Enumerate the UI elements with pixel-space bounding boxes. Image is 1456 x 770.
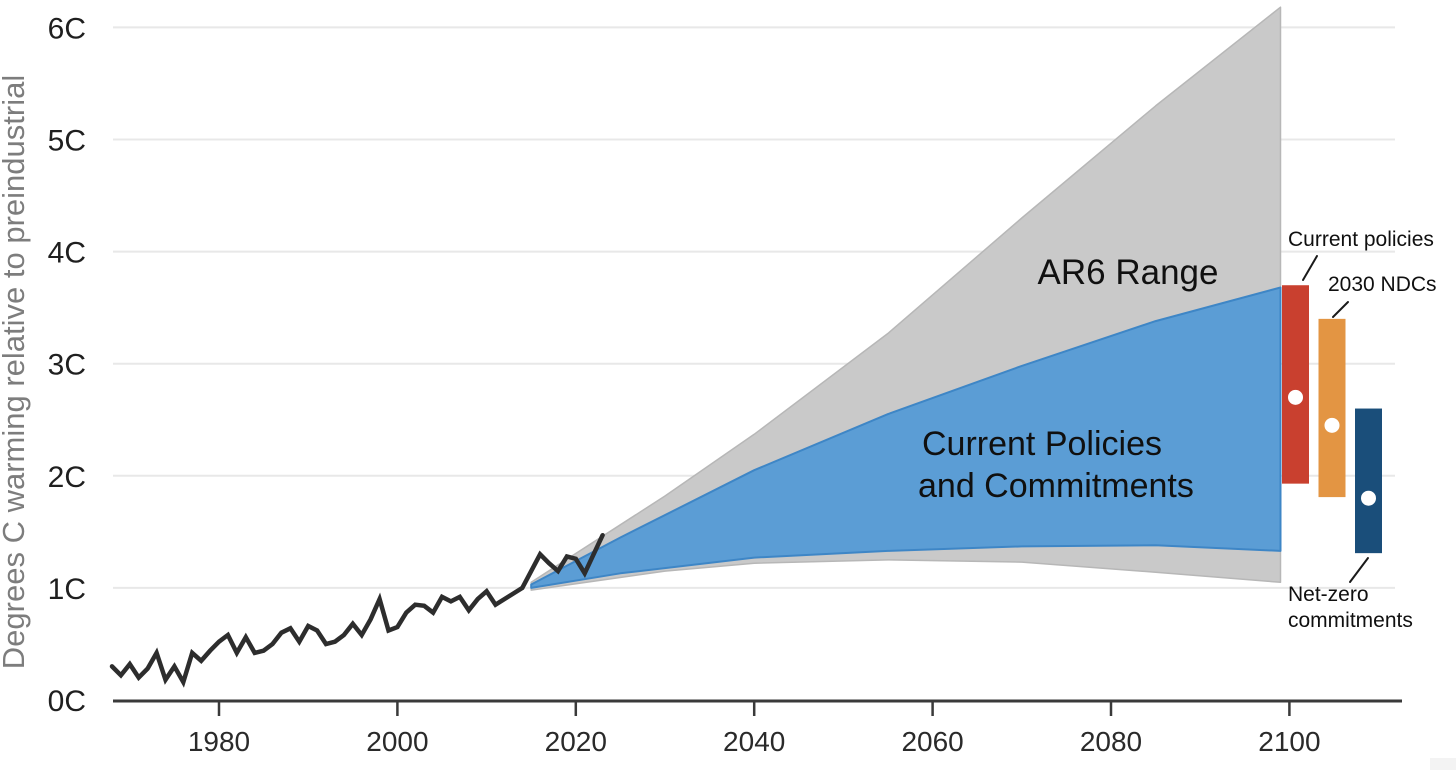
y-tick-label-3C: 3C: [48, 349, 86, 382]
net-zero-bar-label-line1: Net-zero: [1288, 583, 1369, 606]
x-tick-label-1980: 1980: [188, 726, 250, 757]
x-tick-label-2000: 2000: [366, 726, 428, 757]
bar-net-zero-commitments: [1355, 408, 1382, 554]
x-tick-label-2060: 2060: [901, 726, 963, 757]
y-tick-label-1C: 1C: [48, 573, 86, 606]
y-tick-label-0C: 0C: [48, 685, 86, 718]
policies-band-label-line1: Current Policies: [922, 425, 1162, 463]
net-zero-bar-label-line2: commitments: [1288, 609, 1413, 632]
y-tick-label-2C: 2C: [48, 461, 86, 494]
x-tick-label-2100: 2100: [1258, 726, 1320, 757]
band-current-policies: [530, 286, 1282, 589]
bar-2030-ndcs: [1318, 318, 1346, 498]
x-tick-label-2040: 2040: [723, 726, 785, 757]
watermark-remnant: [1430, 758, 1456, 770]
policies-band-label-line2: and Commitments: [918, 467, 1194, 505]
x-tick-label-2020: 2020: [545, 726, 607, 757]
ndcs-2030-bar-label: 2030 NDCs: [1328, 273, 1437, 296]
net-zero-pointer-line: [1349, 557, 1369, 583]
y-tick-label-4C: 4C: [48, 237, 86, 270]
current-policies-pointer-line: [1302, 255, 1318, 281]
bar-central-dot-current-policies: [1288, 389, 1303, 405]
y-tick-label-6C: 6C: [48, 12, 86, 45]
bars-layer: [1282, 285, 1382, 554]
bar-central-dot-net-zero-commitments: [1361, 490, 1376, 506]
gridlines-layer: [113, 26, 1395, 589]
ndcs-2030-pointer-line: [1332, 301, 1349, 318]
bands-layer: [530, 6, 1282, 591]
y-tick-label-5C: 5C: [48, 125, 86, 158]
bar-current-policies: [1282, 285, 1309, 484]
y-axis-title: Degrees C warming relative to preindustr…: [0, 75, 31, 669]
observed-warming-line: [109, 532, 605, 688]
x-tick-label-2080: 2080: [1080, 726, 1142, 757]
bar-central-dot-2030-ndcs: [1324, 417, 1340, 433]
current-policies-bar-label: Current policies: [1288, 228, 1434, 251]
axes-layer: 1980 2000 2020 2040 2060 2080 2100 0C 1C 2C 3C 4C 5C…: [48, 12, 1402, 757]
ar6-range-label: AR6 Range: [1038, 253, 1219, 292]
history-layer: [109, 532, 605, 688]
